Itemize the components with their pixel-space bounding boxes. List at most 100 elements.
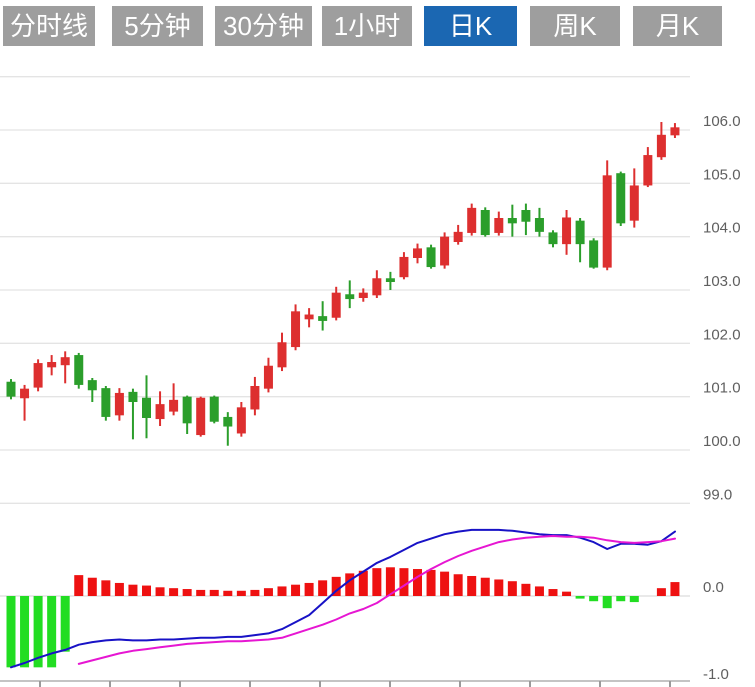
candle-up (562, 217, 572, 245)
candle-down (575, 220, 585, 245)
candle-up (399, 256, 409, 278)
tab-monthly-k[interactable]: 月K (633, 6, 722, 46)
macd-bar-up (128, 584, 138, 596)
candle-up (372, 278, 382, 296)
candle-down (480, 209, 490, 236)
macd-bar-up (372, 568, 382, 596)
macd-bar-up (670, 582, 680, 596)
candle-down (182, 396, 192, 424)
macd-bar-up (494, 579, 504, 596)
macd-dea-line (77, 535, 676, 665)
macd-axis-label: 0.0 (703, 579, 724, 596)
y-axis-label: 104.0 (703, 220, 741, 237)
macd-bar-down (629, 596, 639, 603)
tab-timeline[interactable]: 分时线 (3, 6, 95, 46)
candle-down (6, 381, 16, 397)
macd-bar-up (385, 567, 395, 596)
macd-bar-down (616, 596, 626, 602)
candle-down (74, 355, 84, 385)
candle-up (440, 236, 450, 266)
macd-bar-up (223, 590, 233, 596)
candle-up (60, 357, 70, 366)
macd-bar-up (142, 585, 151, 596)
macd-bar-up (291, 584, 301, 596)
macd-bar-up (440, 571, 450, 596)
macd-bar-up (74, 575, 84, 596)
macd-bar-up (304, 582, 314, 596)
macd-axis-label: -1.0 (703, 666, 729, 683)
candle-up (277, 342, 287, 368)
y-axis-label: 102.0 (703, 326, 741, 343)
macd-bar-down (60, 596, 70, 652)
candle-down (548, 232, 558, 245)
y-axis-label: 100.0 (703, 433, 741, 450)
macd-bar-down (602, 596, 612, 609)
candle-down (589, 240, 599, 268)
candle-down (426, 247, 436, 268)
candle-down (534, 217, 544, 232)
macd-bar-up (467, 575, 477, 596)
macd-bar-up (507, 581, 517, 596)
candle-up (169, 399, 179, 412)
candle-up (494, 217, 504, 233)
macd-bar-down (575, 596, 585, 599)
macd-bar-up (480, 577, 490, 596)
tab-daily-k[interactable]: 日K (424, 6, 517, 46)
y-axis-label: 105.0 (703, 166, 741, 183)
candle-up (250, 385, 260, 410)
tab-1hour[interactable]: 1小时 (322, 6, 412, 46)
candle-up (33, 363, 43, 388)
candle-up (291, 311, 301, 348)
macd-dif-line (10, 528, 676, 669)
candle-up (413, 248, 422, 258)
macd-bar-up (345, 573, 355, 596)
candle-down (101, 388, 111, 417)
period-tabbar: 分时线 5分钟 30分钟 1小时 日K 周K 月K (0, 0, 755, 56)
candle-up (670, 127, 680, 136)
macd-bar-up (358, 570, 368, 596)
candle-down (385, 278, 395, 282)
candle-up (629, 185, 639, 221)
y-axis-label: 101.0 (703, 380, 741, 397)
candle-down (318, 316, 328, 321)
macd-bar-up (236, 590, 246, 596)
macd-bar-up (196, 589, 206, 596)
macd-bar-up (263, 588, 273, 596)
macd-bar-up (548, 589, 558, 596)
candle-up (155, 404, 165, 420)
macd-bar-up (426, 569, 436, 596)
macd-bar-up (209, 589, 219, 596)
tab-5min[interactable]: 5分钟 (112, 6, 203, 46)
macd-bar-down (6, 596, 16, 668)
candle-down (521, 209, 531, 222)
macd-bar-up (534, 586, 544, 596)
candle-down (616, 173, 626, 224)
macd-bar-up (114, 582, 124, 596)
candle-up (304, 314, 314, 320)
candle-down (128, 391, 138, 402)
candle-up (643, 155, 653, 186)
macd-bar-up (399, 568, 409, 596)
candle-up (263, 365, 273, 389)
candle-up (358, 292, 368, 298)
macd-bar-down (589, 596, 599, 602)
tab-30min[interactable]: 30分钟 (215, 6, 312, 46)
candle-down (142, 397, 151, 418)
tab-weekly-k[interactable]: 周K (530, 6, 620, 46)
macd-bar-up (656, 588, 666, 596)
candle-up (467, 207, 477, 233)
macd-bar-up (155, 587, 165, 596)
candle-down (209, 396, 219, 422)
macd-bar-down (33, 596, 43, 668)
macd-bar-down (47, 596, 57, 668)
macd-bar-up (562, 591, 572, 596)
candle-down (507, 217, 517, 224)
candle-down (87, 380, 97, 391)
macd-bar-up (169, 588, 179, 596)
candle-up (331, 292, 341, 318)
macd-bar-up (87, 577, 97, 596)
candle-up (196, 397, 206, 436)
y-axis-label: 103.0 (703, 273, 741, 290)
candle-down (223, 416, 233, 427)
